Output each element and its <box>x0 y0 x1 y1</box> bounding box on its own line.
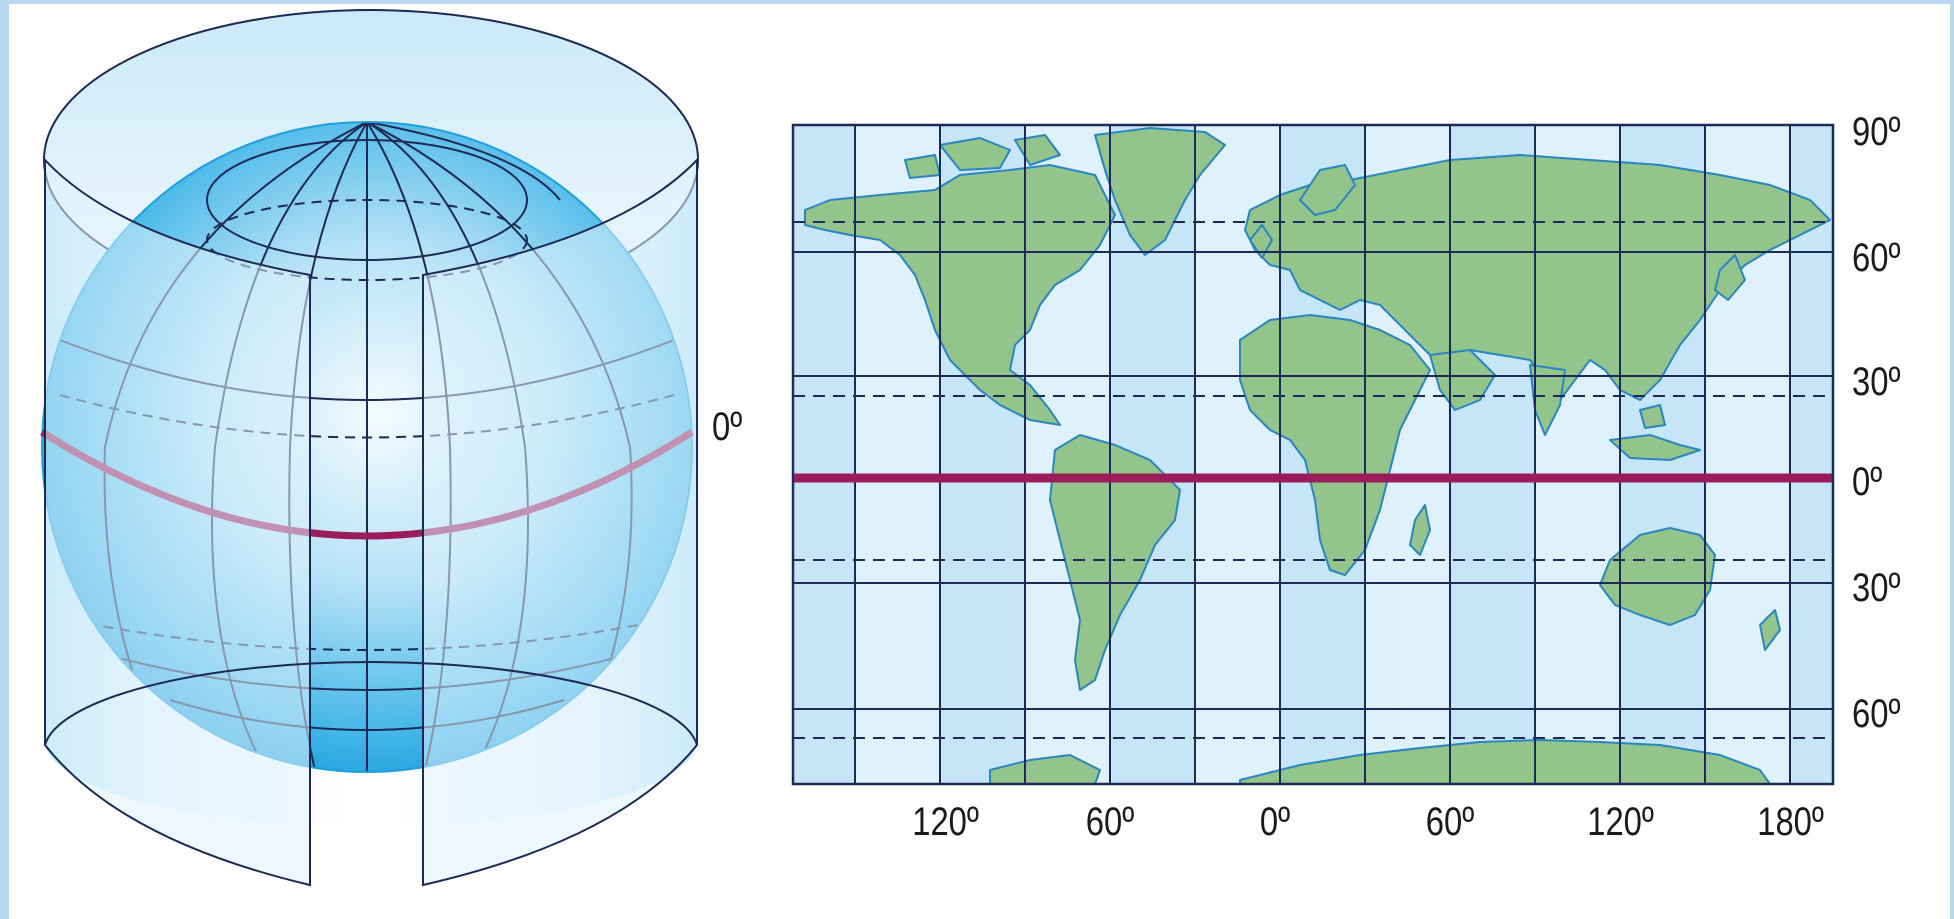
globe-cylinder-illustration <box>40 9 699 887</box>
globe-equator-label: 0º <box>712 405 743 449</box>
map-land <box>804 127 1831 785</box>
lat-label-0: 0º <box>1852 460 1883 504</box>
land-north-america <box>804 164 1116 426</box>
lon-label-120e: 120º <box>1587 800 1654 844</box>
lon-label-60e: 60º <box>1425 800 1475 844</box>
map-border <box>791 123 1835 786</box>
lat-label-60n: 60º <box>1852 236 1901 280</box>
map-meridians <box>854 125 1791 784</box>
lon-label-60w: 60º <box>1085 800 1135 844</box>
lat-label-30n: 30º <box>1852 360 1901 404</box>
lat-label-30s: 30º <box>1852 566 1901 610</box>
frame-left-edge <box>0 0 9 919</box>
lon-label-0: 0º <box>1259 800 1291 844</box>
frame-top-edge <box>0 0 1954 4</box>
land-south-america <box>1049 434 1181 691</box>
lat-label-90n: 90º <box>1852 110 1901 154</box>
land-eurasia <box>1244 154 1831 401</box>
map-dashed-parallels <box>793 221 1833 739</box>
lat-label-60s: 60º <box>1852 692 1901 736</box>
map-parallels <box>793 251 1833 710</box>
lon-label-180: 180º <box>1757 800 1824 844</box>
land-australia <box>1599 527 1716 626</box>
lon-label-120w: 120º <box>912 800 979 844</box>
frame-right-edge <box>1950 0 1954 919</box>
